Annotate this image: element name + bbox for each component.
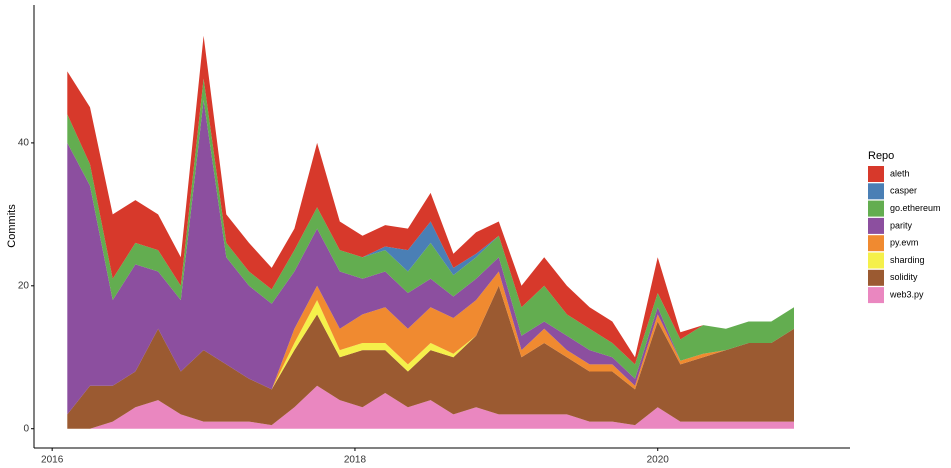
- y-tick-label: 40: [18, 138, 30, 149]
- legend-label: solidity: [890, 272, 918, 282]
- legend-title: Repo: [868, 150, 894, 162]
- legend-swatch: [868, 217, 884, 234]
- x-tick-label: 2020: [647, 455, 670, 466]
- legend-label: py.evm: [890, 238, 918, 248]
- x-tick-label: 2018: [344, 455, 367, 466]
- area: [67, 285, 795, 429]
- legend-swatch: [868, 200, 884, 217]
- legend-swatch: [868, 252, 884, 269]
- legend-label: parity: [890, 220, 913, 230]
- legend-label: go.ethereum: [890, 203, 941, 213]
- legend-label: sharding: [890, 255, 925, 265]
- legend-label: web3.py: [889, 289, 924, 299]
- y-axis-title: Commits: [6, 204, 18, 248]
- legend-swatch: [868, 183, 884, 200]
- area: [67, 100, 795, 415]
- y-tick-label: 20: [18, 280, 30, 291]
- legend-swatch: [868, 235, 884, 252]
- legend-swatch: [868, 287, 884, 304]
- legend-swatch: [868, 166, 884, 182]
- legend-swatch: [868, 269, 884, 286]
- area: [67, 78, 795, 379]
- x-tick-label: 2016: [41, 455, 64, 466]
- area: [67, 385, 795, 429]
- y-tick-label: 0: [23, 423, 29, 434]
- area: [67, 271, 795, 415]
- legend-label: casper: [890, 186, 917, 196]
- area: [67, 285, 795, 415]
- legend-label: aleth: [890, 168, 910, 178]
- area: [67, 35, 795, 365]
